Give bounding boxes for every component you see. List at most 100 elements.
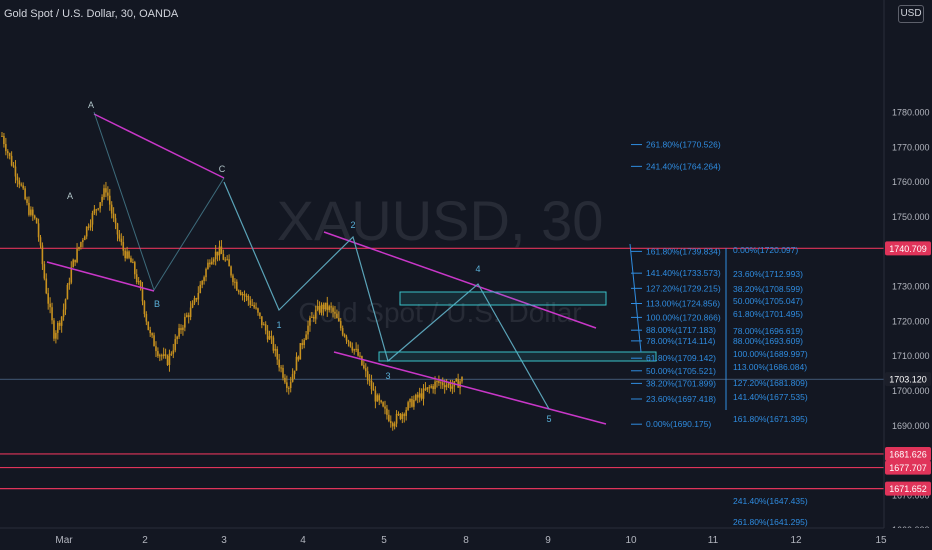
candle-body	[5, 144, 7, 152]
candle-body	[322, 304, 325, 310]
candle-body	[126, 251, 128, 259]
candle-body	[105, 188, 107, 193]
wave-label: A	[67, 191, 73, 201]
candle-body	[170, 353, 173, 355]
candle-body	[253, 305, 255, 308]
candle-body	[82, 240, 84, 243]
time-tick-label: 15	[875, 535, 887, 546]
price-tick-label: 1760.000	[892, 177, 930, 187]
fib-extension-label: 50.00%(1705.521)	[646, 366, 716, 376]
candle-body	[108, 195, 111, 205]
candle-body	[420, 393, 423, 399]
resistance-zone[interactable]	[399, 291, 607, 306]
fib-extension-label: 0.00%(1690.175)	[646, 419, 711, 429]
horizontal-lines	[0, 247, 884, 490]
candle-body	[89, 224, 92, 228]
candle-body	[312, 316, 315, 319]
candle-body	[137, 281, 140, 283]
candle-body	[164, 354, 167, 356]
candle-body	[57, 322, 59, 333]
candle-body	[220, 246, 223, 254]
fib-retracement-label: 261.80%(1641.295)	[733, 517, 808, 527]
candle-body	[282, 367, 284, 378]
candle-body	[284, 377, 286, 383]
candle-body	[388, 414, 390, 422]
support-zone[interactable]	[378, 351, 657, 362]
trendline-lower-abc[interactable]	[46, 261, 155, 292]
candle-body	[232, 275, 234, 283]
candle-body	[8, 153, 11, 156]
candle-body	[447, 383, 450, 385]
candle-body	[134, 262, 136, 275]
price-tick-label: 1700.000	[892, 386, 930, 396]
candle-body	[197, 292, 200, 300]
price-line-badge	[885, 446, 931, 461]
time-tick-label: 5	[381, 535, 387, 546]
candle-body	[66, 284, 69, 300]
price-line-badge	[885, 481, 931, 496]
candle-body	[41, 245, 44, 265]
price-line-labels: 1740.709 1703.120 1681.626 1677.707 1671.652	[885, 241, 931, 496]
candle-body	[440, 382, 442, 384]
candle-body	[276, 348, 279, 360]
candle-body	[245, 295, 248, 297]
candle-body	[339, 321, 342, 329]
fib-retracement-label: 38.20%(1708.599)	[733, 284, 803, 294]
wave-labels: A A B C 1 2 3 4 5	[67, 100, 552, 424]
price-axis-panel[interactable]	[884, 0, 932, 528]
candle-body	[457, 379, 459, 388]
wave-label: 4	[475, 264, 480, 274]
candle-body	[224, 259, 227, 261]
candle-body	[141, 288, 144, 302]
trendline-upper-abc[interactable]	[93, 113, 225, 179]
candle-body	[343, 334, 346, 337]
candle-body	[37, 223, 40, 238]
candle-body	[101, 196, 103, 203]
candle-body	[28, 202, 30, 215]
candle-body	[436, 381, 438, 383]
candle-body	[297, 356, 300, 360]
candle-body	[24, 188, 26, 200]
fib-retracement-label: 0.00%(1720.097)	[733, 245, 798, 255]
candle-body	[316, 305, 319, 310]
candle-body	[430, 386, 433, 388]
candle-body	[145, 314, 148, 322]
candle-body	[361, 356, 363, 366]
price-tick-label: 1720.000	[892, 316, 930, 326]
fib-retracement-levels: 0.00%(1720.097) 23.60%(1712.993) 38.20%(17…	[733, 245, 808, 527]
candle-body	[401, 414, 404, 419]
candle-body	[461, 376, 463, 382]
candle-body	[441, 382, 444, 386]
candle-body	[18, 180, 21, 185]
fib-retracement-label: 241.40%(1647.435)	[733, 496, 808, 506]
watermark-name: Gold Spot / U.S. Dollar	[298, 297, 581, 328]
candle-body	[345, 336, 348, 341]
candle-body	[149, 329, 152, 334]
wave-label: 5	[546, 414, 551, 424]
time-axis-panel[interactable]	[0, 528, 932, 550]
wave-label: 3	[385, 371, 390, 381]
candle-body	[418, 393, 421, 398]
candle-body	[251, 304, 254, 306]
candle-body	[416, 394, 419, 398]
candle-body	[318, 305, 321, 313]
candle-body	[68, 282, 71, 285]
currency-button[interactable]: USD	[898, 5, 924, 23]
candle-body	[326, 302, 329, 311]
candle-body	[366, 371, 369, 381]
candle-body	[3, 136, 5, 145]
candle-body	[132, 262, 134, 264]
candle-body	[74, 259, 76, 263]
candle-body	[60, 316, 63, 326]
candle-body	[289, 381, 292, 388]
price-tick-label: 1690.000	[892, 421, 930, 431]
trendline-upper-wave[interactable]	[323, 231, 597, 329]
abc-wave-path[interactable]	[93, 111, 225, 292]
candle-body	[162, 354, 165, 357]
candle-body	[341, 328, 344, 335]
candle-body	[443, 385, 446, 388]
candle-body	[214, 251, 217, 260]
candle-body	[336, 313, 338, 319]
trendline-lower-wave[interactable]	[333, 351, 607, 425]
